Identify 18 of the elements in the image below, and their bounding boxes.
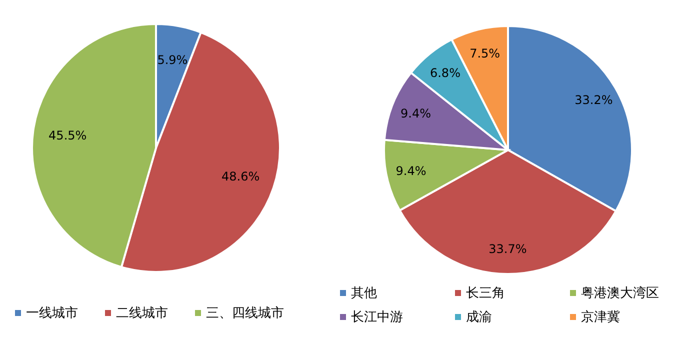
- data-label: 48.6%: [221, 170, 260, 184]
- legend-label: 长江中游: [351, 310, 403, 325]
- data-label: 9.4%: [396, 164, 426, 178]
- legend-label: 其他: [351, 286, 377, 301]
- data-label: 9.4%: [400, 106, 432, 120]
- data-label: 6.8%: [430, 66, 460, 80]
- data-label: 5.9%: [157, 53, 188, 68]
- legend-label: 一线城市: [26, 306, 78, 321]
- data-label: 45.5%: [48, 128, 87, 142]
- legend-label: 二线城市: [116, 306, 168, 321]
- data-label: 7.5%: [470, 46, 500, 61]
- legend-label: 京津冀: [581, 310, 620, 325]
- legend-label: 长三角: [466, 286, 505, 301]
- legend-label: 三、四线城市: [206, 306, 284, 321]
- legend-label: 粤港澳大湾区: [581, 285, 659, 301]
- legend-label: 成渝: [466, 310, 492, 325]
- data-label: 33.7%: [488, 242, 527, 256]
- data-label: 33.2%: [574, 93, 613, 108]
